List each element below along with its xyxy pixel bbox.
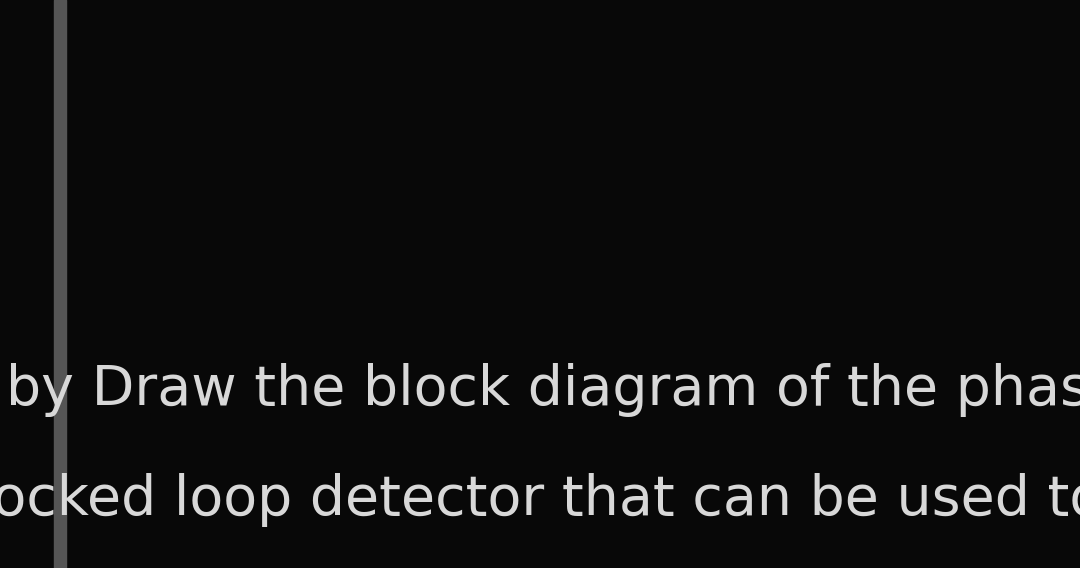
Text: by Draw the block diagram of the phase: by Draw the block diagram of the phase xyxy=(6,363,1080,417)
Text: locked loop detector that can be used to: locked loop detector that can be used to xyxy=(0,473,1080,527)
